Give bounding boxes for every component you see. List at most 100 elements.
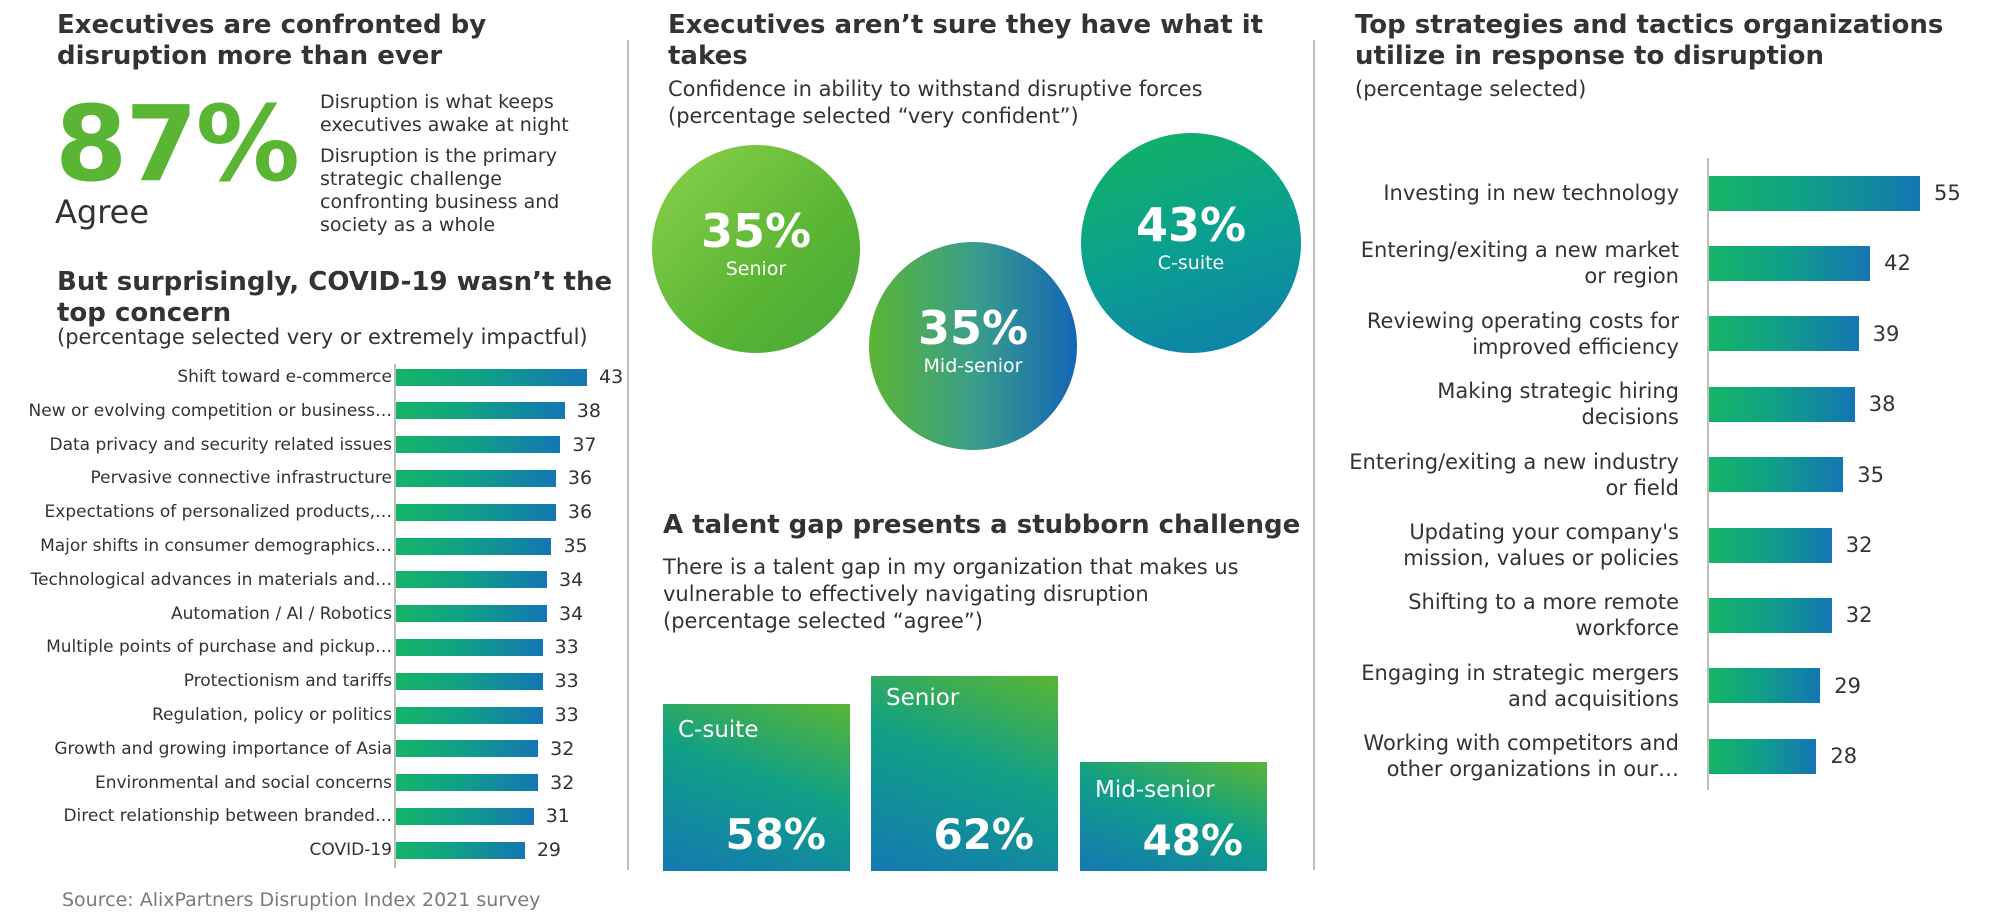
- chart3-axis: [1707, 158, 1709, 790]
- talent-square-senior: Senior 62%: [871, 676, 1058, 871]
- chart1-category-label: Direct relationship between branded…: [63, 806, 392, 827]
- panel2-title: Executives aren’t sure they have what it…: [668, 10, 1264, 71]
- chart1-category-label: Regulation, policy or politics: [151, 705, 392, 725]
- talent-mid-senior-value: 48%: [1142, 816, 1243, 865]
- chart3-bar: [1709, 527, 1832, 563]
- bubble-mid-senior-label: Mid-senior: [923, 355, 1023, 377]
- talent-senior-value: 62%: [933, 810, 1034, 859]
- chart3-bar: [1709, 457, 1844, 493]
- chart1-value-label: 34: [559, 568, 584, 591]
- chart3-category-label: mission, values or policies: [1403, 546, 1679, 570]
- chart1-bar: [396, 774, 539, 792]
- bubble-c-suite-label: C-suite: [1157, 252, 1225, 274]
- bubble-senior-value: 35%: [700, 204, 812, 258]
- talent-title: A talent gap presents a stubborn challen…: [663, 510, 1301, 540]
- divider-right: [1313, 40, 1315, 870]
- chart3-category-label: and acquisitions: [1507, 686, 1679, 711]
- chart3-category-label: or region: [1584, 264, 1679, 289]
- chart1-value-label: 32: [550, 737, 575, 760]
- chart1-category-label: Technological advances in materials and…: [30, 569, 392, 590]
- chart3-value-label: 32: [1845, 533, 1873, 557]
- chart3-value-label: 32: [1845, 603, 1873, 628]
- statement-primary-challenge: Disruption is the primary strategic chal…: [320, 145, 560, 236]
- chart1-bar: [396, 368, 587, 386]
- chart3-category-label: workforce: [1575, 616, 1679, 641]
- chart1-category-label: COVID-19: [309, 840, 392, 861]
- bubble-mid-senior: 35% Mid-senior: [869, 242, 1077, 450]
- chart1-value-label: 34: [559, 602, 584, 625]
- chart1-category-label: Multiple points of purchase and pickup…: [46, 637, 392, 658]
- chart3-category-label: decisions: [1581, 405, 1679, 430]
- covid-title: But surprisingly, COVID-19 wasn’t the to…: [57, 267, 613, 328]
- talent-square-c-suite: C-suite 58%: [663, 704, 850, 871]
- chart1-value-label: 36: [567, 501, 593, 524]
- chart3-bar: [1709, 175, 1920, 211]
- chart1-bar: [396, 807, 534, 825]
- chart3-bar: [1709, 738, 1817, 774]
- covid-subtitle: (percentage selected very or extremely i…: [57, 325, 588, 349]
- chart1-axis: [394, 364, 396, 868]
- panel3-title: Top strategies and tactics organizations…: [1355, 10, 1944, 71]
- chart1-category-label: Expectations of personalized products,…: [44, 502, 392, 523]
- chart1-bar: [396, 571, 548, 589]
- chart1-bar: [396, 638, 543, 656]
- talent-line-3: (percentage selected “agree”): [663, 609, 983, 633]
- chart1-bar: [396, 672, 543, 690]
- bubble-senior: 35% Senior: [652, 145, 860, 353]
- chart1-value-label: 33: [554, 670, 579, 693]
- chart1-bar: [396, 436, 561, 454]
- chart3-category-label: Investing in new technology: [1383, 181, 1679, 205]
- talent-senior-label: Senior: [886, 685, 960, 711]
- source-note: Source: AlixPartners Disruption Index 20…: [62, 889, 541, 911]
- chart1-category-label: Protectionism and tariffs: [183, 671, 392, 692]
- chart3-value-label: 55: [1934, 181, 1961, 205]
- talent-c-suite-value: 58%: [725, 810, 826, 859]
- talent-line-2: vulnerable to effectively navigating dis…: [663, 582, 1149, 606]
- chart3-bar: [1709, 245, 1871, 281]
- chart3-category-label: Working with competitors and: [1363, 731, 1679, 756]
- bubble-c-suite-value: 43%: [1135, 198, 1247, 252]
- chart1-bar: [396, 537, 552, 555]
- chart1-bar: [396, 469, 556, 487]
- chart3-value-label: 28: [1830, 744, 1858, 769]
- chart3-bar: [1709, 597, 1832, 633]
- chart3-category-label: improved efficiency: [1472, 334, 1679, 359]
- chart3-value-label: 38: [1868, 392, 1896, 417]
- chart1-value-label: 43: [599, 366, 624, 388]
- chart3-bar: [1709, 316, 1859, 352]
- chart3-category-label: or field: [1605, 475, 1679, 500]
- panel1-title: Executives are confronted by disruption …: [57, 10, 487, 71]
- chart1-value-label: 35: [563, 535, 588, 557]
- chart1-category-label: Automation / AI / Robotics: [171, 603, 392, 624]
- chart1-category-label: Data privacy and security related issues: [49, 434, 392, 455]
- confidence-subtitle-1: Confidence in ability to withstand disru…: [668, 77, 1203, 101]
- chart1-value-label: 36: [567, 467, 593, 490]
- chart1-value-label: 31: [545, 805, 570, 828]
- chart3-category-label: Making strategic hiring: [1437, 379, 1679, 404]
- chart1-category-label: Shift toward e-commerce: [177, 367, 392, 387]
- chart1-bar: [396, 503, 556, 521]
- chart1-value-label: 38: [576, 399, 601, 422]
- chart1-category-label: Environmental and social concerns: [94, 772, 392, 793]
- chart1-value-label: 32: [550, 771, 575, 794]
- chart1-category-label: New or evolving competition or business…: [28, 400, 392, 421]
- chart3-category-label: Shifting to a more remote: [1408, 590, 1679, 615]
- chart1-category-label: Pervasive connective infrastructure: [90, 468, 392, 489]
- confidence-subtitle-2: (percentage selected “very confident”): [668, 104, 1079, 128]
- chart3-bar: [1709, 668, 1821, 704]
- chart3-category-label: Entering/exiting a new industry: [1349, 449, 1679, 474]
- talent-c-suite-label: C-suite: [678, 717, 759, 743]
- chart1-bar: [396, 402, 565, 420]
- chart3-category-label: Reviewing operating costs for: [1366, 308, 1679, 333]
- chart3-value-label: 39: [1872, 321, 1900, 346]
- chart1-bar: [396, 841, 525, 859]
- chart3-category-label: Engaging in strategic mergers: [1361, 660, 1679, 685]
- chart3-category-label: Entering/exiting a new market: [1360, 238, 1679, 263]
- chart1-bar: [396, 706, 543, 724]
- agree-stat: 87%: [55, 83, 300, 205]
- bubble-senior-label: Senior: [725, 258, 787, 280]
- panel3-subtitle: (percentage selected): [1355, 77, 1587, 101]
- divider-left: [627, 40, 629, 870]
- statement-awake: Disruption is what keeps executives awak…: [320, 91, 569, 136]
- chart1-bar: [396, 605, 548, 623]
